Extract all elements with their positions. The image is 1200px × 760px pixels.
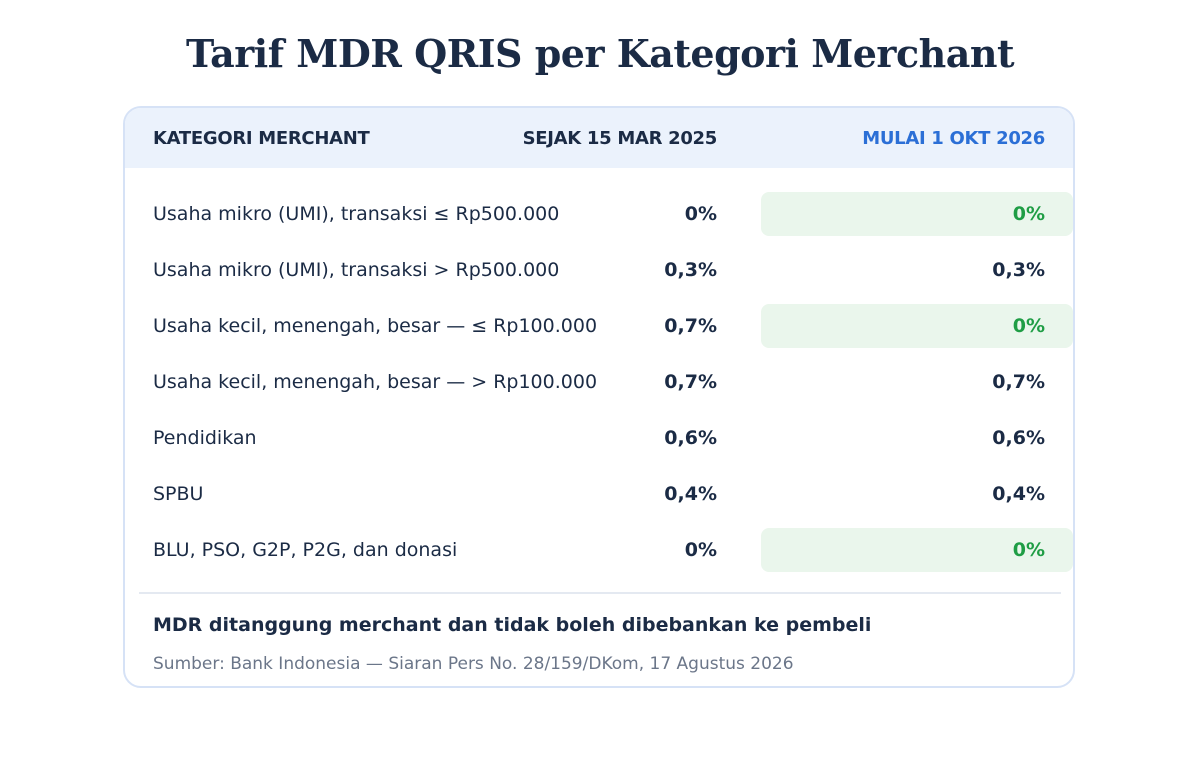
row-upcoming-rate: 0% (1012, 539, 1045, 561)
row-current-rate: 0% (684, 203, 717, 225)
header-upcoming-rate: MULAI 1 OKT 2026 (862, 128, 1045, 149)
highlight-cell (761, 304, 1073, 348)
row-category: Usaha mikro (UMI), transaksi ≤ Rp500.000 (153, 203, 560, 225)
highlight-cell (761, 192, 1073, 236)
highlight-cell (761, 528, 1073, 572)
table-row: Pendidikan 0,6% 0,6% (125, 410, 1073, 466)
row-category: Usaha kecil, menengah, besar — ≤ Rp100.0… (153, 315, 598, 337)
footnote: MDR ditanggung merchant dan tidak boleh … (153, 614, 872, 636)
row-upcoming-rate: 0,6% (992, 427, 1045, 449)
row-current-rate: 0,7% (664, 371, 717, 393)
row-current-rate: 0,6% (664, 427, 717, 449)
table-row: Usaha mikro (UMI), transaksi ≤ Rp500.000… (125, 186, 1073, 242)
row-current-rate: 0,7% (664, 315, 717, 337)
header-current-rate: SEJAK 15 MAR 2025 (522, 128, 718, 149)
source-citation: Sumber: Bank Indonesia — Siaran Pers No.… (153, 654, 794, 674)
mdr-rate-table: KATEGORI MERCHANT SEJAK 15 MAR 2025 MULA… (123, 106, 1075, 688)
row-category: SPBU (153, 483, 204, 505)
row-category: Pendidikan (153, 427, 257, 449)
row-upcoming-rate: 0,4% (992, 483, 1045, 505)
row-upcoming-rate: 0% (1012, 315, 1045, 337)
table-header: KATEGORI MERCHANT SEJAK 15 MAR 2025 MULA… (125, 108, 1073, 168)
row-upcoming-rate: 0,7% (992, 371, 1045, 393)
row-category: Usaha kecil, menengah, besar — > Rp100.0… (153, 371, 598, 393)
row-current-rate: 0,4% (664, 483, 717, 505)
row-upcoming-rate: 0% (1012, 203, 1045, 225)
table-row: Usaha kecil, menengah, besar — > Rp100.0… (125, 354, 1073, 410)
table-row: SPBU 0,4% 0,4% (125, 466, 1073, 522)
page-title: Tarif MDR QRIS per Kategori Merchant (185, 31, 1015, 76)
row-upcoming-rate: 0,3% (992, 259, 1045, 281)
row-current-rate: 0,3% (664, 259, 717, 281)
table-row: Usaha kecil, menengah, besar — ≤ Rp100.0… (125, 298, 1073, 354)
footer-divider (139, 592, 1061, 594)
table-row: Usaha mikro (UMI), transaksi > Rp500.000… (125, 242, 1073, 298)
table-row: BLU, PSO, G2P, P2G, dan donasi 0% 0% (125, 522, 1073, 578)
row-current-rate: 0% (684, 539, 717, 561)
row-category: Usaha mikro (UMI), transaksi > Rp500.000 (153, 259, 560, 281)
row-category: BLU, PSO, G2P, P2G, dan donasi (153, 539, 458, 561)
header-category: KATEGORI MERCHANT (153, 128, 370, 149)
